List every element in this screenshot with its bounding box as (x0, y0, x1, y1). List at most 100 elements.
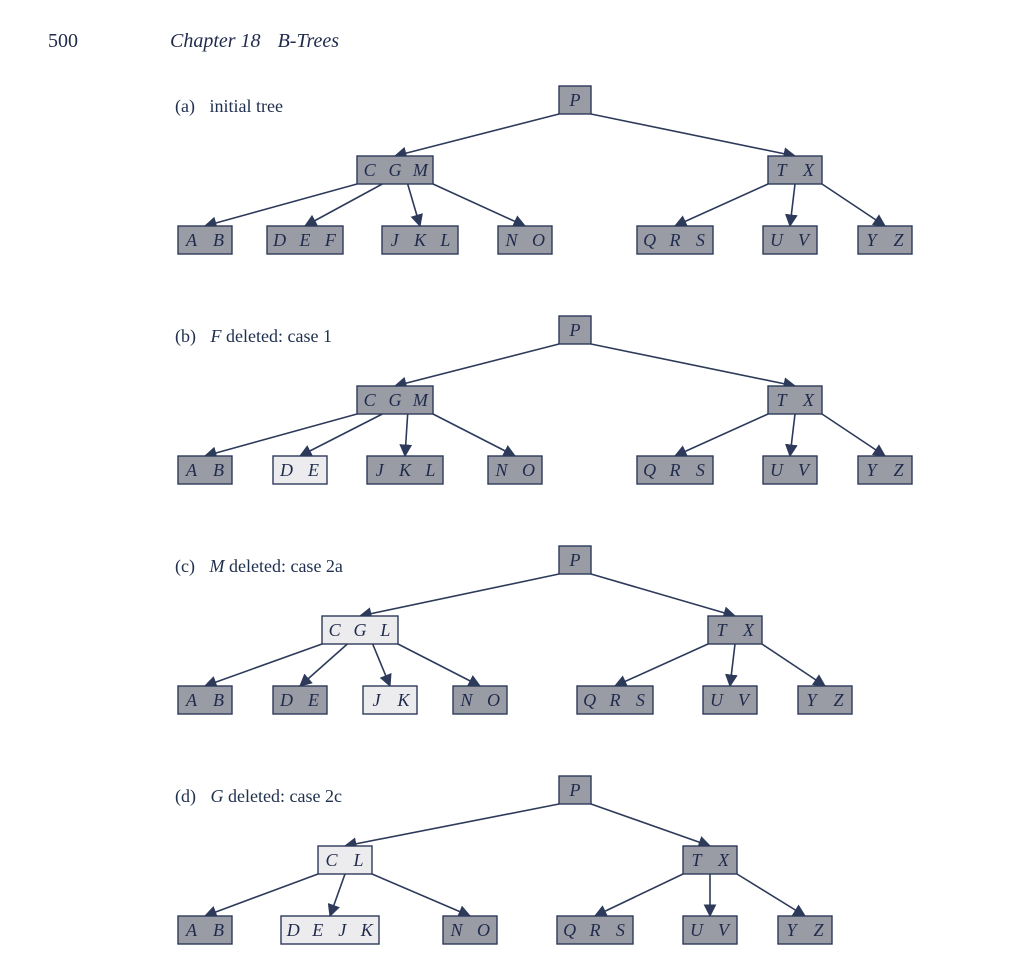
tree-key: J (391, 230, 400, 250)
tree-edge (205, 644, 322, 686)
tree-key: K (360, 920, 374, 940)
tree-key: K (396, 690, 410, 710)
tree-key: S (616, 920, 625, 940)
tree-edge (675, 414, 768, 456)
tree-key: R (589, 920, 601, 940)
tree-key: L (424, 460, 435, 480)
tree-edge (360, 574, 559, 616)
tree-key: C (329, 620, 342, 640)
tree-key: G (389, 160, 402, 180)
tree-key: Z (813, 920, 824, 940)
tree-key: B (213, 920, 224, 940)
tree-key: N (494, 460, 508, 480)
tree-edge (395, 114, 559, 156)
tree-edge (373, 644, 390, 686)
tree-edge (205, 414, 357, 456)
tree-edge (408, 184, 420, 226)
tree-key: A (185, 690, 198, 710)
tree-key: Z (893, 460, 904, 480)
tree-key: P (569, 780, 581, 800)
tree-edge (790, 414, 795, 456)
tree-edge (790, 184, 795, 226)
tree-key: O (487, 690, 500, 710)
tree-key: S (636, 690, 645, 710)
tree-edge (591, 574, 735, 616)
tree-edge (345, 804, 559, 846)
tree-key: D (286, 920, 300, 940)
tree-key: A (185, 230, 198, 250)
tree-key: K (398, 460, 412, 480)
tree-key: C (325, 850, 338, 870)
tree-key: L (352, 850, 363, 870)
tree-key: A (185, 460, 198, 480)
tree-key: U (690, 920, 704, 940)
tree-key: B (213, 230, 224, 250)
tree-key: J (376, 460, 385, 480)
tree-key: J (373, 690, 382, 710)
tree-key: R (609, 690, 621, 710)
tree-key: E (299, 230, 311, 250)
tree-edge (205, 184, 357, 226)
tree-key: A (185, 920, 198, 940)
tree-edge (395, 344, 559, 386)
tree-edge (300, 414, 382, 456)
tree-edge (300, 644, 347, 686)
tree-key: L (379, 620, 390, 640)
tree-key: R (669, 230, 681, 250)
tree-key: O (477, 920, 490, 940)
tree-key: U (770, 230, 784, 250)
tree-key: X (802, 160, 815, 180)
tree-key: D (279, 460, 293, 480)
tree-diagram: ABDEFJKLNOCGMQRSUVYZTXPABDEJKLNOCGMQRSUV… (0, 0, 1024, 974)
tree-edge (615, 644, 708, 686)
tree-edge (372, 874, 470, 916)
tree-edge (591, 114, 795, 156)
tree-key: S (696, 460, 705, 480)
tree-key: Z (893, 230, 904, 250)
tree-key: C (364, 160, 377, 180)
tree-edge (822, 184, 885, 226)
tree-key: Q (643, 460, 656, 480)
tree-edge (675, 184, 768, 226)
tree-key: F (324, 230, 337, 250)
tree-edge (591, 344, 795, 386)
tree-key: G (354, 620, 367, 640)
tree-key: S (696, 230, 705, 250)
tree-key: Q (583, 690, 596, 710)
tree-edge (205, 874, 318, 916)
tree-key: U (710, 690, 724, 710)
tree-key: K (413, 230, 427, 250)
tree-edge (822, 414, 885, 456)
tree-key: D (272, 230, 286, 250)
tree-key: U (770, 460, 784, 480)
tree-key: P (569, 550, 581, 570)
tree-key: R (669, 460, 681, 480)
tree-edge (591, 804, 710, 846)
tree-key: E (311, 920, 323, 940)
tree-edge (398, 644, 480, 686)
tree-key: X (717, 850, 730, 870)
tree-key: X (802, 390, 815, 410)
tree-key: O (532, 230, 545, 250)
tree-key: N (504, 230, 518, 250)
tree-key: D (279, 690, 293, 710)
tree-key: M (412, 160, 429, 180)
tree-key: J (338, 920, 347, 940)
tree-edge (433, 184, 525, 226)
tree-edge (762, 644, 825, 686)
tree-key: P (569, 320, 581, 340)
tree-edge (330, 874, 345, 916)
tree-key: C (364, 390, 377, 410)
tree-key: N (449, 920, 463, 940)
tree-key: G (389, 390, 402, 410)
tree-key: Q (563, 920, 576, 940)
tree-key: P (569, 90, 581, 110)
tree-key: E (307, 690, 319, 710)
tree-edge (405, 414, 408, 456)
tree-key: Q (643, 230, 656, 250)
tree-key: X (742, 620, 755, 640)
tree-edge (305, 184, 382, 226)
tree-key: B (213, 460, 224, 480)
tree-key: M (412, 390, 429, 410)
tree-key: Z (833, 690, 844, 710)
